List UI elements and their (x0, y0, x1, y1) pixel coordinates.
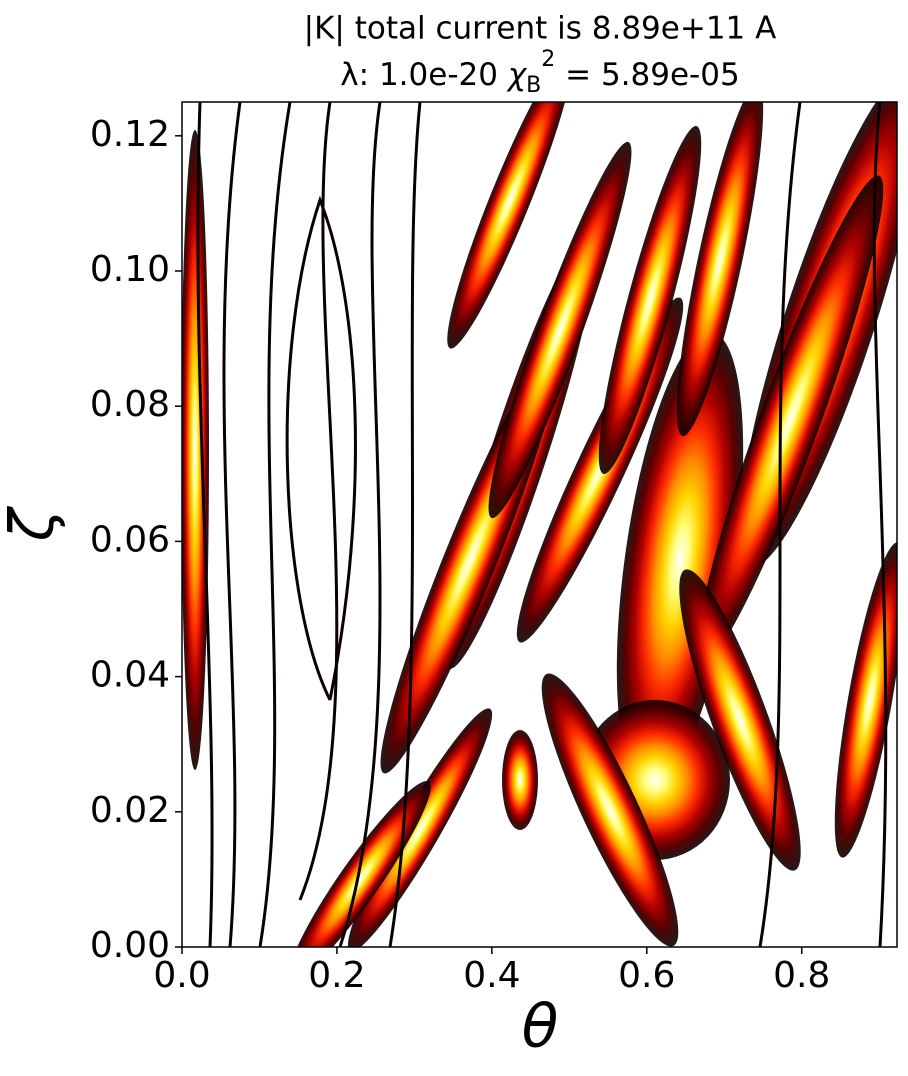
x-tick-label: 0.4 (463, 955, 520, 996)
field-blob (679, 569, 801, 871)
contour-line (285, 195, 357, 701)
x-tick-label: 0.8 (773, 955, 830, 996)
field-blob (347, 708, 493, 947)
x-tick-label: 0.0 (153, 955, 210, 996)
subtitle-part: 2 (541, 47, 555, 72)
contour-line (222, 102, 242, 947)
chart-title: |K| total current is 8.89e+11 A (304, 11, 777, 47)
x-tick-label: 0.2 (308, 955, 365, 996)
x-tick-label: 0.6 (618, 955, 675, 996)
field-blob (696, 175, 884, 665)
field-blob (182, 130, 209, 770)
subtitle-part: λ: 1.0e-20 (340, 57, 508, 93)
field-blob (834, 542, 897, 858)
contour-line (258, 102, 292, 947)
y-tick-label: 0.06 (90, 519, 170, 560)
subtitle-part: = 5.89e-05 (555, 57, 739, 93)
subtitle-part: B (526, 73, 541, 98)
contour-line (338, 102, 382, 947)
y-axis-label: ζ (0, 505, 68, 542)
field-blob (598, 126, 702, 474)
contour-field (182, 102, 897, 947)
field-blob (541, 673, 679, 947)
contour-line (388, 102, 422, 947)
y-tick-label: 0.04 (90, 655, 170, 696)
plot-frame (181, 101, 898, 948)
contour-line (196, 102, 214, 947)
contour-line (298, 102, 339, 901)
y-tick-label: 0.02 (90, 790, 170, 831)
field-blob (676, 102, 764, 437)
y-tick-label: 0.00 (90, 925, 170, 966)
contour-line (758, 102, 802, 947)
chart-subtitle: λ: 1.0e-20 χB2 = 5.89e-05 (340, 47, 739, 98)
field-blob (289, 781, 431, 947)
field-blob (502, 730, 538, 830)
y-tick-label: 0.08 (90, 384, 170, 425)
field-blob (447, 102, 573, 349)
y-tick-label: 0.10 (90, 249, 170, 290)
x-axis-label: θ (522, 992, 559, 1062)
field-blob (488, 141, 632, 519)
subtitle-part: χ (506, 57, 528, 93)
contour-line (872, 102, 888, 947)
y-tick-label: 0.12 (90, 114, 170, 155)
